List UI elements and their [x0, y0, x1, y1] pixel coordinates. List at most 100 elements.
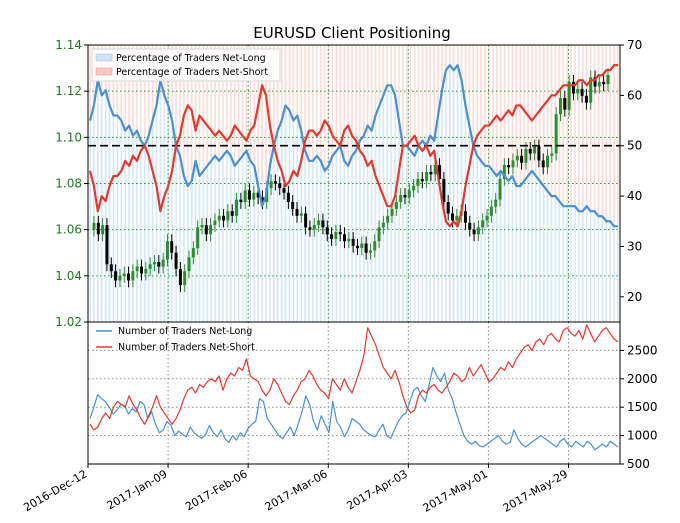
candle-body: [442, 178, 446, 202]
candle-body: [295, 208, 299, 216]
candle-body: [420, 178, 424, 182]
candle-body: [563, 98, 567, 110]
net-long-count-line: [89, 366, 619, 451]
percentage-lines: [88, 64, 618, 228]
candle-body: [438, 165, 442, 179]
candle-body: [101, 225, 105, 235]
candle-body: [144, 268, 148, 274]
price-tick-label: 1.06: [55, 223, 82, 237]
candle-body: [520, 155, 524, 163]
candle-body: [235, 199, 239, 216]
candle-body: [135, 266, 139, 272]
candle-body: [546, 155, 550, 168]
price-tick-label: 1.04: [55, 269, 82, 283]
candle-body: [256, 192, 260, 198]
candle-body: [507, 165, 511, 168]
candle-body: [528, 148, 532, 154]
candle-body: [494, 199, 498, 207]
candle-body: [433, 165, 437, 175]
date-axis: 2016-Dec-12 2017-Jan-09 2017-Feb-06 2017-Ma…: [21, 464, 570, 515]
candle-body: [131, 271, 135, 281]
legend-label-net-short-pct: Percentage of Traders Net-Short: [116, 67, 268, 78]
trader-count-axis: 500 1000 1500 2000 2500: [620, 343, 658, 471]
trader-count-lines: [89, 324, 619, 451]
candle-body: [597, 81, 601, 87]
candle-body: [325, 227, 329, 235]
candle-body: [343, 234, 347, 242]
candle-body: [368, 250, 372, 253]
candle-body: [481, 220, 485, 228]
candle-body: [109, 264, 113, 272]
candle-body: [282, 188, 286, 193]
candle-body: [403, 195, 407, 198]
candle-body: [299, 213, 303, 216]
candle-body: [399, 195, 403, 202]
candle-body: [446, 201, 450, 214]
price-tick-label: 1.08: [55, 177, 82, 191]
candle-body: [386, 215, 390, 223]
candle-body: [118, 275, 122, 281]
candle-body: [127, 273, 131, 281]
bottom-panel-frame: [87, 321, 621, 465]
candle-body: [209, 225, 213, 235]
candle-body: [425, 171, 429, 182]
price-axis: 1.02 1.04 1.06 1.08 1.10 1.12 1.14: [55, 38, 88, 329]
top-legend-box: [91, 48, 281, 82]
candle-body: [243, 190, 247, 202]
candle-body: [239, 199, 243, 202]
candle-body: [252, 192, 256, 200]
candle-body: [476, 227, 480, 235]
candle-body: [390, 208, 394, 216]
candle-body: [576, 88, 580, 94]
chart-title: EURUSD Client Positioning: [253, 24, 451, 42]
candle-body: [286, 192, 290, 202]
price-tick-label: 1.02: [55, 315, 82, 329]
candle-body: [377, 227, 381, 242]
top-legend: Percentage of Traders Net-Long Percentag…: [91, 48, 281, 82]
price-candles: [92, 68, 610, 292]
candle-body: [269, 181, 273, 189]
candle-body: [317, 220, 321, 226]
count-tick-label: 2000: [627, 372, 658, 386]
candle-body: [312, 225, 316, 230]
pct-tick-label: 40: [627, 189, 642, 203]
pct-tick-label: 50: [627, 139, 642, 153]
candle-body: [394, 201, 398, 209]
candle-body: [213, 220, 217, 226]
candle-body: [489, 206, 493, 216]
candle-body: [412, 185, 416, 191]
candle-body: [217, 215, 221, 221]
candle-body: [584, 95, 588, 103]
candle-body: [416, 178, 420, 186]
net-short-pct-line: [88, 64, 618, 228]
candle-body: [468, 222, 472, 230]
candle-body: [524, 148, 528, 163]
candle-body: [338, 231, 342, 235]
candle-body: [140, 266, 144, 274]
net-short-count-line: [89, 324, 619, 431]
candle-body: [589, 77, 593, 103]
candle-body: [351, 238, 355, 246]
candle-body: [571, 81, 575, 94]
candle-body: [502, 165, 506, 179]
price-tick-label: 1.14: [55, 38, 82, 52]
candle-body: [187, 257, 191, 272]
candle-body: [152, 261, 156, 265]
legend-label-net-short-count: Number of Traders Net-Short: [118, 342, 255, 353]
candle-body: [606, 75, 610, 85]
candle-body: [165, 241, 169, 260]
percentage-axis: 20 30 40 50 60 70: [620, 38, 642, 304]
count-tick-label: 1500: [627, 400, 658, 414]
candle-body: [161, 259, 165, 267]
net-long-pct-line: [88, 64, 618, 228]
candle-body: [226, 211, 230, 221]
candle-body: [222, 215, 226, 221]
top-panel: 1.02 1.04 1.06 1.08 1.10 1.12 1.14 20 30 40 50 60 7…: [55, 38, 642, 329]
candle-body: [537, 146, 541, 161]
candle-body: [429, 171, 433, 175]
candle-body: [260, 197, 264, 202]
candle-body: [541, 160, 545, 168]
candle-body: [463, 211, 467, 223]
candle-body: [174, 252, 178, 269]
candle-body: [204, 225, 208, 235]
